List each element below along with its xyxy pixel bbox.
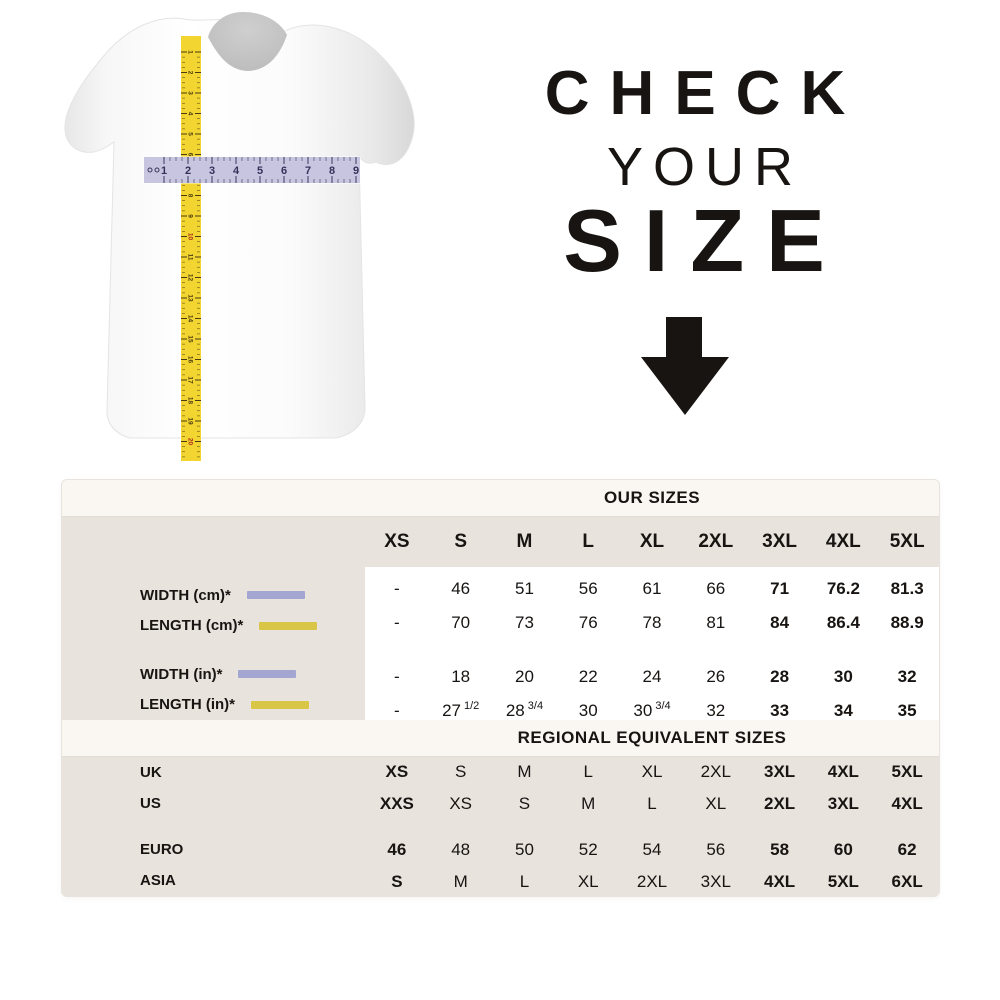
svg-text:18: 18 xyxy=(187,397,194,405)
svg-text:14: 14 xyxy=(187,315,194,323)
svg-text:5: 5 xyxy=(187,132,194,136)
svg-text:7: 7 xyxy=(305,165,311,177)
svg-text:4: 4 xyxy=(187,112,194,116)
svg-text:20: 20 xyxy=(187,438,194,446)
svg-text:8: 8 xyxy=(329,165,335,177)
svg-text:5: 5 xyxy=(257,165,263,177)
svg-text:3: 3 xyxy=(187,91,194,95)
svg-text:9: 9 xyxy=(353,165,359,177)
svg-text:10: 10 xyxy=(187,233,194,241)
svg-text:12: 12 xyxy=(187,274,194,282)
svg-text:6: 6 xyxy=(281,165,287,177)
svg-text:8: 8 xyxy=(187,194,194,198)
svg-text:1: 1 xyxy=(187,50,194,54)
svg-text:9: 9 xyxy=(187,214,194,218)
svg-text:11: 11 xyxy=(187,254,194,261)
svg-text:13: 13 xyxy=(187,294,194,302)
svg-text:4: 4 xyxy=(233,165,240,177)
svg-text:15: 15 xyxy=(187,335,194,343)
svg-text:1: 1 xyxy=(161,165,167,177)
svg-text:19: 19 xyxy=(187,417,194,425)
svg-text:2: 2 xyxy=(187,71,194,75)
svg-text:17: 17 xyxy=(187,376,194,384)
svg-text:16: 16 xyxy=(187,356,194,364)
svg-text:3: 3 xyxy=(209,165,215,177)
svg-text:2: 2 xyxy=(185,165,191,177)
